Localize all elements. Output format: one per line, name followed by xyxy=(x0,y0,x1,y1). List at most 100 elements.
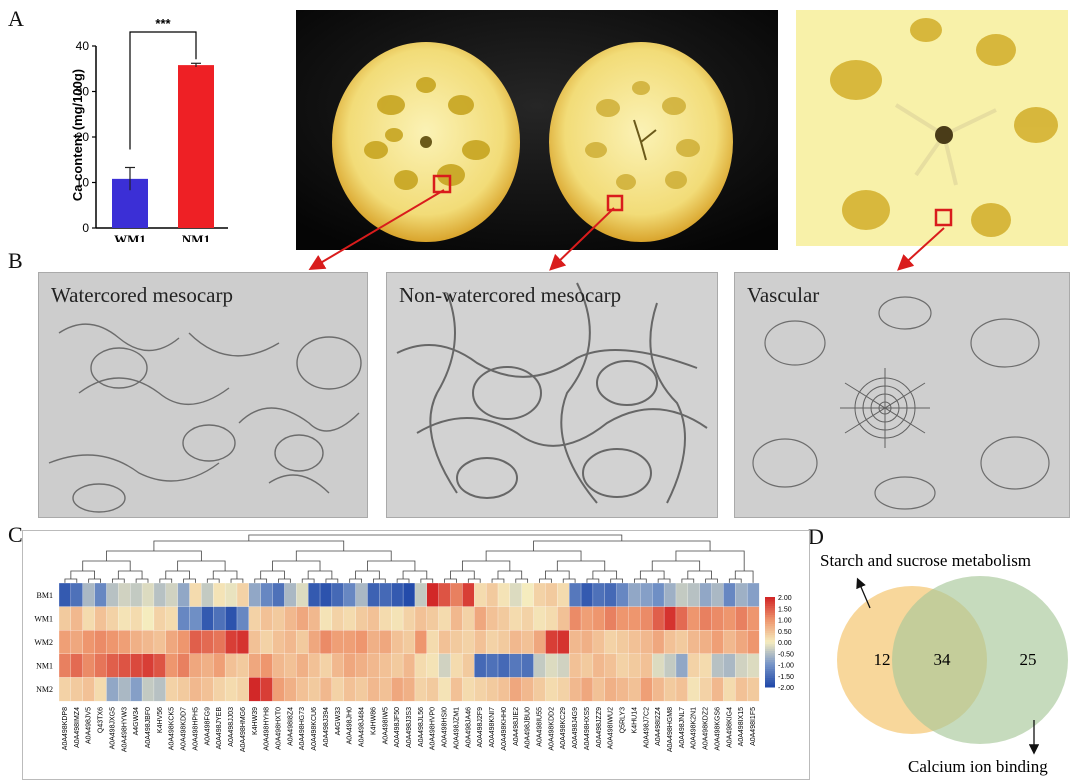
dendrogram-branch xyxy=(497,570,523,579)
heatmap-cell xyxy=(497,582,511,608)
heatmap-cell xyxy=(141,582,155,608)
heatmap-cell xyxy=(557,677,570,702)
colorbar-segment xyxy=(765,662,775,665)
heatmap-cell xyxy=(663,630,677,655)
dendrogram-branch xyxy=(402,570,428,579)
heatmap-cell xyxy=(272,582,285,608)
colorbar-segment xyxy=(765,608,775,611)
heatmap-cell xyxy=(652,677,665,702)
dendrogram-branch xyxy=(301,578,315,583)
heatmap-column-label: A0A498FG9 xyxy=(204,707,211,746)
heatmap-column-label: A0A498HXS5 xyxy=(584,707,591,750)
heatmap-cell xyxy=(663,677,677,702)
heatmap-cell xyxy=(580,630,594,655)
heatmap-cell xyxy=(414,653,428,678)
heatmap-cell xyxy=(165,630,179,655)
heatmap-cell xyxy=(438,653,451,678)
heatmap-cell xyxy=(652,653,665,678)
heatmap-cell xyxy=(711,677,724,702)
heatmap-cell xyxy=(426,653,440,678)
dendrogram-branch xyxy=(545,570,570,579)
heatmap-cell xyxy=(687,630,701,655)
dendrogram-branch xyxy=(634,578,647,583)
heatmap-cell xyxy=(616,582,629,608)
heatmap-cell xyxy=(569,677,582,702)
dendrogram-branch xyxy=(117,570,143,579)
significance-stars: *** xyxy=(155,16,171,31)
heatmap-cell xyxy=(224,630,238,655)
heatmap-cell xyxy=(485,582,499,608)
heatmap-cell xyxy=(213,582,226,608)
heatmap-column-label: A0A498KGS6 xyxy=(714,707,721,751)
dendrogram-branch xyxy=(450,570,475,579)
heatmap-cell xyxy=(118,582,131,608)
dendrogram-branch xyxy=(675,550,745,561)
heatmap-cell xyxy=(201,582,214,608)
heatmap-cell xyxy=(224,582,238,608)
dendrogram-branch xyxy=(491,578,505,583)
heatmap-cell xyxy=(248,582,262,608)
dendrogram-branch xyxy=(230,578,244,583)
colorbar-segment xyxy=(765,684,775,688)
heatmap-cell xyxy=(652,630,665,655)
dendrogram-branch xyxy=(88,578,101,583)
heatmap-cell xyxy=(391,630,404,655)
heatmap-cell xyxy=(604,630,618,655)
heatmap-cell xyxy=(296,630,309,655)
colorbar-segment xyxy=(765,673,775,677)
heatmap-column-label: A0A498JH0 xyxy=(347,707,354,744)
heatmap-cell xyxy=(177,582,190,608)
heatmap-row-label: BM1 xyxy=(37,591,53,600)
heatmap-cell xyxy=(533,582,546,608)
heatmap-cell xyxy=(272,677,285,702)
heatmap-cell xyxy=(141,606,155,631)
heatmap-cell xyxy=(711,606,724,631)
heatmap-cell xyxy=(580,582,594,608)
colorbar-segment xyxy=(765,610,775,614)
heatmap-row-label: NM2 xyxy=(36,685,53,694)
heatmap-cell xyxy=(82,630,96,655)
heatmap-cell xyxy=(284,630,297,655)
colorbar-segment xyxy=(765,628,775,632)
heatmap-cell xyxy=(94,677,107,702)
colorbar-segment xyxy=(765,606,775,609)
heatmap-cell xyxy=(177,677,190,702)
colorbar-segment xyxy=(765,626,775,629)
heatmap-cell xyxy=(652,606,665,631)
colorbar-segment xyxy=(765,612,775,616)
heatmap-cell xyxy=(699,653,712,678)
heatmap-cell xyxy=(462,677,475,702)
heatmap-cell xyxy=(628,677,641,702)
heatmap-cell xyxy=(355,630,368,655)
heatmap-column-label: A0A498I1F5 xyxy=(750,707,757,746)
red-marker-box xyxy=(606,194,624,212)
heatmap-cell xyxy=(284,582,297,608)
colorbar-tick-label: 0.50 xyxy=(778,629,792,636)
heatmap-cell xyxy=(497,606,511,631)
colorbar-segment xyxy=(765,633,775,636)
heatmap-cell xyxy=(94,630,107,655)
heatmap-cell xyxy=(414,606,428,631)
dendrogram-branch xyxy=(639,570,665,579)
bar-chart-y-tick-label: 30 xyxy=(76,85,90,99)
heatmap-cell xyxy=(296,653,309,678)
dendrogram-branch xyxy=(349,578,362,583)
panel-label-c: C xyxy=(8,522,23,547)
heatmap-column-label: A0A498IWU2 xyxy=(608,707,615,750)
colorbar-segment xyxy=(765,621,775,625)
heatmap-cell xyxy=(675,630,689,655)
heatmap-cell xyxy=(474,582,487,608)
apple-cross-sections-photo xyxy=(296,10,778,250)
heatmap-column-label: A0A498HMG6 xyxy=(240,707,247,752)
heatmap-cell xyxy=(343,630,357,655)
heatmap-cell xyxy=(272,653,285,678)
heatmap-cell xyxy=(106,653,119,678)
ca-content-bar-chart: 0 10 20 30 40 WM1 NM1 *** Ca content (mg/100g) xyxy=(70,16,228,242)
heatmap-cell xyxy=(414,630,428,655)
heatmap-cell xyxy=(141,630,155,655)
heatmap-cell xyxy=(699,606,712,631)
heatmap-cell xyxy=(735,582,748,608)
heatmap-cell xyxy=(308,677,321,702)
heatmap-cell xyxy=(557,653,570,678)
heatmap-column-label: A4GW33 xyxy=(335,707,342,736)
